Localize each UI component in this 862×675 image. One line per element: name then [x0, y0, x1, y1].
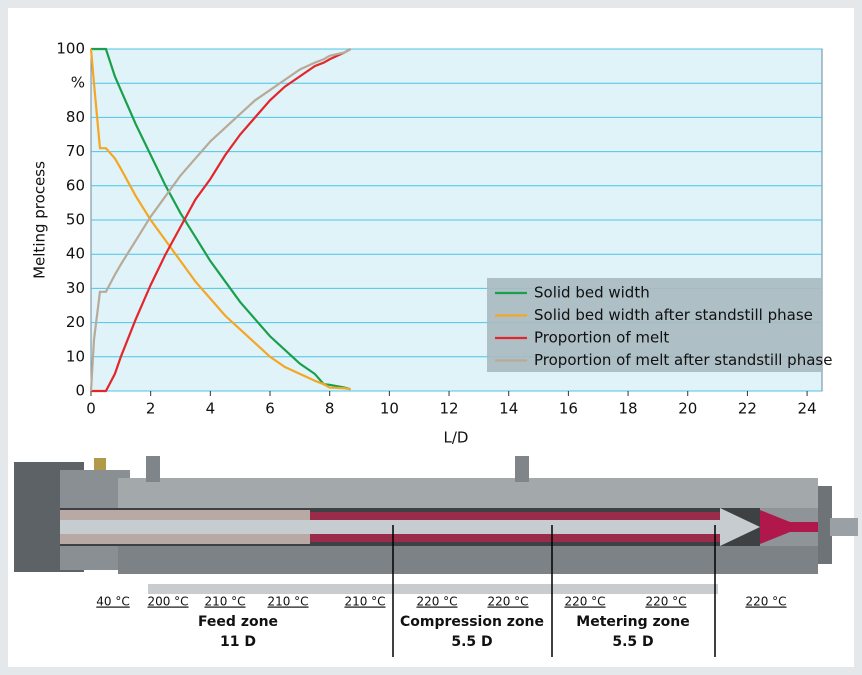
legend-label: Solid bed width after standstill phase — [534, 306, 813, 324]
y-axis-label: Melting process — [31, 161, 49, 279]
x-tick-label: 16 — [559, 400, 578, 418]
x-tick-label: 18 — [619, 400, 638, 418]
y-tick-label: 30 — [66, 279, 85, 297]
y-tick-label: 0 — [75, 382, 85, 400]
temperature-label: 220 °C — [416, 595, 457, 609]
x-tick-label: 20 — [678, 400, 697, 418]
temperature-label: 40 °C — [96, 595, 129, 609]
x-tick-label: 12 — [439, 400, 458, 418]
zone-name: Compression zone — [400, 614, 544, 630]
y-tick-label: % — [71, 74, 85, 92]
temperature-label: 220 °C — [745, 595, 786, 609]
x-tick-label: 6 — [265, 400, 275, 418]
x-tick-label: 0 — [86, 400, 96, 418]
zone-length: 5.5 D — [451, 634, 492, 650]
page: Melting process L/D 01020304050607080%10… — [0, 0, 862, 675]
zone-name: Metering zone — [576, 614, 689, 630]
zone-length: 5.5 D — [612, 634, 653, 650]
legend-label: Solid bed width — [534, 284, 650, 302]
legend-label: Proportion of melt — [534, 329, 669, 347]
x-tick-label: 2 — [146, 400, 156, 418]
temperature-label: 220 °C — [564, 595, 605, 609]
zone-length: 11 D — [220, 634, 256, 650]
temperature-label: 210 °C — [267, 595, 308, 609]
x-tick-label: 8 — [325, 400, 335, 418]
y-tick-label: 100 — [56, 40, 85, 58]
x-tick-label: 22 — [738, 400, 757, 418]
temperature-label: 210 °C — [344, 595, 385, 609]
x-tick-label: 4 — [206, 400, 216, 418]
temperature-label: 200 °C — [147, 595, 188, 609]
y-tick-label: 80 — [66, 108, 85, 126]
zone-name: Feed zone — [198, 614, 278, 630]
temperature-label: 210 °C — [204, 595, 245, 609]
legend-label: Proportion of melt after standstill phas… — [534, 351, 832, 369]
x-tick-label: 10 — [380, 400, 399, 418]
y-tick-label: 70 — [66, 142, 85, 160]
y-tick-label: 20 — [66, 313, 85, 331]
figure: Melting process L/D 01020304050607080%10… — [0, 0, 862, 675]
y-tick-label: 60 — [66, 176, 85, 194]
x-tick-label: 14 — [499, 400, 518, 418]
x-axis-label: L/D — [444, 429, 469, 447]
temperature-label: 220 °C — [645, 595, 686, 609]
y-tick-label: 10 — [66, 347, 85, 365]
x-tick-label: 24 — [798, 400, 817, 418]
y-tick-label: 40 — [66, 245, 85, 263]
temperature-label: 220 °C — [487, 595, 528, 609]
y-tick-label: 50 — [66, 211, 85, 229]
